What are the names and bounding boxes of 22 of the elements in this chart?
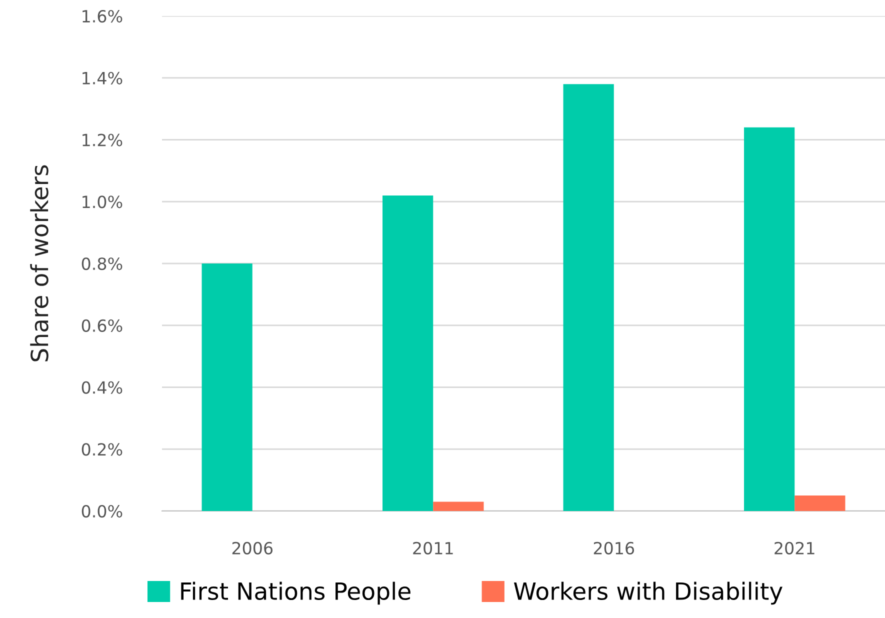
x-tick-label: 2011 [413,542,453,554]
y-tick-label: 1.0% [82,196,122,208]
y-tick-label: 0.0% [82,504,122,518]
y-tick-label: 0.8% [82,257,122,270]
y-tick-label: 0.4% [82,381,122,394]
y-axis-title: Share of workers [30,165,48,362]
legend-label: Workers with Disability [514,582,782,605]
bar [744,127,795,511]
bar [794,496,846,511]
bar [433,502,484,511]
x-tick-label: 2021 [774,542,814,554]
x-tick-label: 2016 [594,542,634,554]
y-tick-label: 1.6% [82,10,122,23]
x-tick-label: 2006 [232,542,273,554]
y-tick-label: 0.2% [82,443,122,456]
bar [382,195,434,511]
y-tick-label: 1.2% [82,134,122,146]
bar [563,84,614,511]
y-tick-label: 0.6% [82,319,122,332]
bar [202,264,252,511]
legend-label: First Nations People [181,582,410,605]
y-tick-label: 1.4% [82,72,122,84]
